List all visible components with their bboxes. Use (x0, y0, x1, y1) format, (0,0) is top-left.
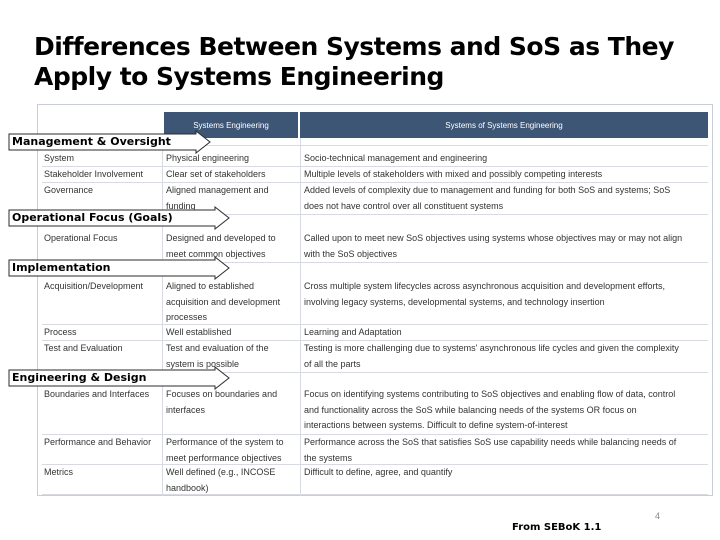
sose-cell-line: Focus on identifying systems contributin… (304, 389, 676, 399)
title-line-1: Differences Between Systems and SoS as T… (34, 32, 674, 61)
row-label: Acquisition/Development (44, 281, 144, 291)
sose-cell-line: Learning and Adaptation (304, 327, 402, 337)
column-divider (162, 138, 163, 496)
sose-cell-line: Performance across the SoS that satisfie… (304, 437, 677, 447)
row-divider (42, 214, 708, 215)
row-label: System (44, 153, 75, 163)
row-label: Process (44, 327, 77, 337)
se-cell-line: Focuses on boundaries and (166, 389, 278, 399)
slide-title: Differences Between Systems and SoS as T… (34, 32, 704, 92)
row-divider (42, 166, 708, 167)
sose-cell-line: Cross multiple system lifecycles across … (304, 281, 665, 291)
row-divider (42, 494, 708, 495)
category-arrow-implementation: Implementation (8, 256, 230, 280)
se-cell-line: Designed and developed to (166, 233, 276, 243)
sose-cell-line: of all the parts (304, 358, 361, 369)
row-divider (42, 434, 708, 435)
sose-cell-line: Multiple levels of stakeholders with mix… (304, 169, 603, 179)
row-divider (42, 324, 708, 325)
header-divider (42, 145, 708, 146)
se-cell-line: system is possible (166, 358, 240, 369)
category-arrow-management: Management & Oversight (8, 130, 211, 154)
row-label: Stakeholder Involvement (44, 169, 144, 179)
se-cell-line: interfaces (166, 404, 206, 415)
row-label: Metrics (44, 467, 73, 477)
se-cell-line: funding (166, 200, 196, 211)
se-cell-line: meet common objectives (166, 248, 266, 259)
row-divider (42, 182, 708, 183)
title-line-2: Apply to Systems Engineering (34, 62, 444, 91)
row-label: Test and Evaluation (44, 343, 123, 353)
se-cell-line: Aligned to established (166, 281, 255, 291)
sose-cell-line: and functionality across the SoS while b… (304, 404, 637, 415)
sose-cell-line: with the SoS objectives (304, 248, 398, 259)
source-citation: From SEBoK 1.1 (512, 522, 602, 533)
se-cell-line: processes (166, 312, 208, 323)
se-cell-line: Test and evaluation of the (166, 343, 269, 353)
row-divider (42, 372, 708, 373)
row-divider (42, 262, 708, 263)
sose-cell-line: Difficult to define, agree, and quantify (304, 467, 453, 477)
sose-cell-line: Called upon to meet new SoS objectives u… (304, 233, 683, 243)
sose-cell-line: Socio-technical management and engineeri… (304, 153, 488, 163)
row-label: Operational Focus (44, 233, 118, 243)
category-label: Engineering & Design (12, 371, 147, 384)
sose-cell-line: Added levels of complexity due to manage… (304, 185, 671, 195)
row-label: Governance (44, 185, 94, 195)
se-cell-line: Aligned management and (166, 185, 269, 195)
category-label: Management & Oversight (12, 135, 171, 148)
row-label: Performance and Behavior (44, 437, 152, 447)
row-divider (42, 340, 708, 341)
page-number: 4 (655, 511, 661, 521)
se-cell-line: Well defined (e.g., INCOSE (166, 467, 276, 477)
column-divider (300, 138, 301, 496)
category-arrow-engineering: Engineering & Design (8, 366, 230, 390)
comparison-table: Systems Engineering Systems of Systems E… (37, 104, 713, 496)
sose-cell-line: does not have control over all constitue… (304, 200, 504, 211)
category-label: Operational Focus (Goals) (12, 211, 173, 224)
row-divider (42, 464, 708, 465)
se-cell-line: handbook) (166, 482, 209, 493)
sose-cell-line: the systems (304, 452, 353, 463)
sose-cell-line: interactions between systems. Difficult … (304, 420, 568, 431)
sose-cell-line: involving legacy systems, developmental … (304, 296, 605, 307)
se-cell-line: meet performance objectives (166, 452, 282, 463)
category-label: Implementation (12, 261, 111, 274)
row-label: Boundaries and Interfaces (44, 389, 150, 399)
se-cell-line: acquisition and development (166, 296, 281, 307)
category-arrow-operational: Operational Focus (Goals) (8, 206, 230, 230)
se-cell-line: Physical engineering (166, 153, 250, 163)
se-cell-line: Clear set of stakeholders (166, 169, 266, 179)
se-cell-line: Well established (166, 327, 232, 337)
header-sos-engineering: Systems of Systems Engineering (300, 112, 708, 138)
sose-cell-line: Testing is more challenging due to syste… (304, 343, 679, 353)
se-cell-line: Performance of the system to (166, 437, 284, 447)
